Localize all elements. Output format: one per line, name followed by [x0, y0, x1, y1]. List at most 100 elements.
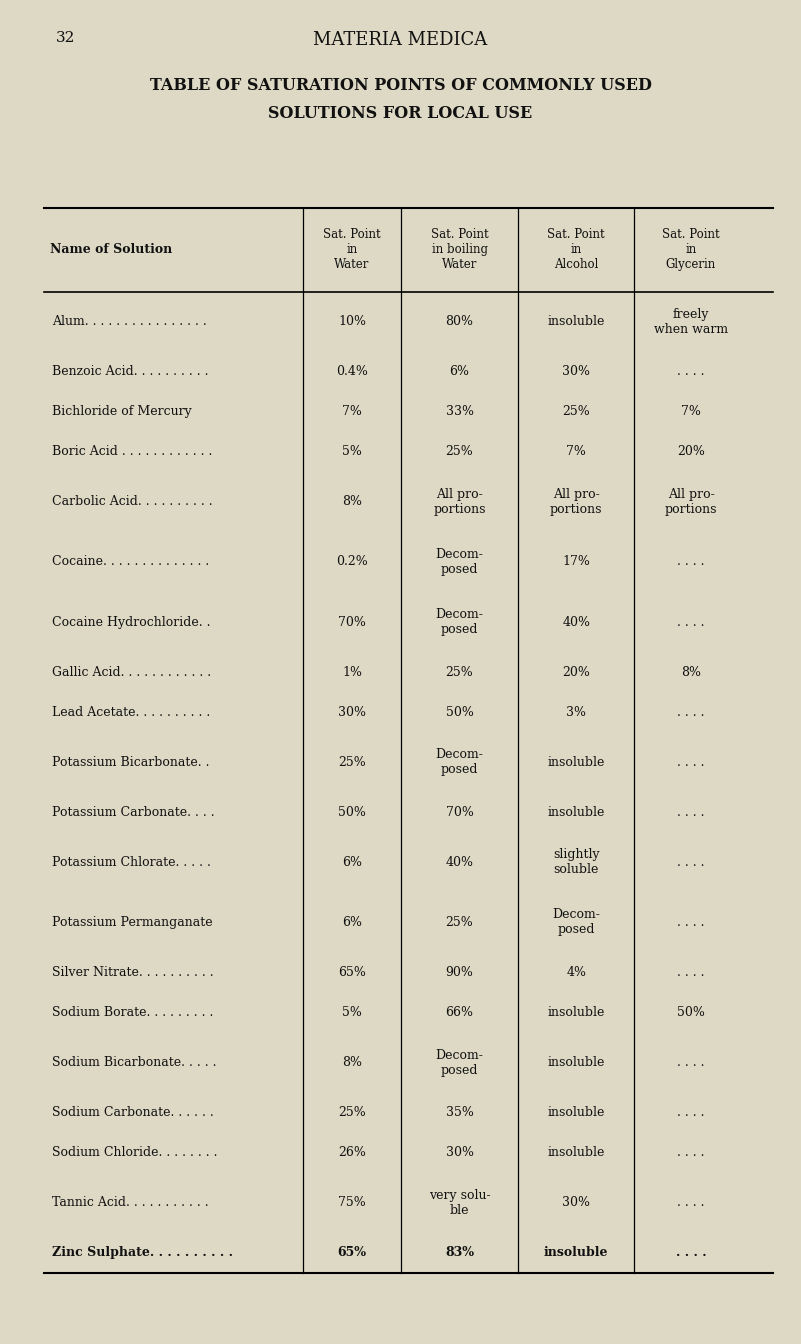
Text: Zinc Sulphate. . . . . . . . . .: Zinc Sulphate. . . . . . . . . . — [52, 1246, 233, 1259]
Text: Carbolic Acid. . . . . . . . . .: Carbolic Acid. . . . . . . . . . — [52, 496, 213, 508]
Text: 7%: 7% — [566, 445, 586, 458]
Text: . . . .: . . . . — [677, 555, 705, 569]
Text: 10%: 10% — [338, 316, 366, 328]
Text: 20%: 20% — [562, 665, 590, 679]
Text: 32: 32 — [56, 31, 75, 44]
Text: TABLE OF SATURATION POINTS OF COMMONLY USED: TABLE OF SATURATION POINTS OF COMMONLY U… — [150, 77, 651, 94]
Text: 50%: 50% — [338, 806, 366, 818]
Text: 7%: 7% — [342, 406, 362, 418]
Text: 6%: 6% — [342, 915, 362, 929]
Text: 90%: 90% — [445, 966, 473, 978]
Text: Potassium Chlorate. . . . .: Potassium Chlorate. . . . . — [52, 856, 211, 868]
Text: . . . .: . . . . — [677, 966, 705, 978]
Text: 70%: 70% — [445, 806, 473, 818]
Text: 30%: 30% — [562, 1196, 590, 1210]
Text: 30%: 30% — [562, 366, 590, 378]
Text: Boric Acid . . . . . . . . . . . .: Boric Acid . . . . . . . . . . . . — [52, 445, 212, 458]
Text: insoluble: insoluble — [547, 1146, 605, 1159]
Text: freely
when warm: freely when warm — [654, 308, 728, 336]
Text: . . . .: . . . . — [677, 706, 705, 719]
Text: 7%: 7% — [681, 406, 701, 418]
Text: 3%: 3% — [566, 706, 586, 719]
Text: 0.4%: 0.4% — [336, 366, 368, 378]
Text: insoluble: insoluble — [544, 1246, 609, 1259]
Text: insoluble: insoluble — [547, 806, 605, 818]
Text: Cocaine. . . . . . . . . . . . . .: Cocaine. . . . . . . . . . . . . . — [52, 555, 209, 569]
Text: . . . .: . . . . — [677, 856, 705, 868]
Text: Sodium Carbonate. . . . . .: Sodium Carbonate. . . . . . — [52, 1106, 214, 1120]
Text: 30%: 30% — [338, 706, 366, 719]
Text: Silver Nitrate. . . . . . . . . .: Silver Nitrate. . . . . . . . . . — [52, 966, 214, 978]
Text: MATERIA MEDICA: MATERIA MEDICA — [313, 31, 488, 48]
Text: Lead Acetate. . . . . . . . . .: Lead Acetate. . . . . . . . . . — [52, 706, 211, 719]
Text: Decom-
posed: Decom- posed — [436, 548, 484, 577]
Text: 75%: 75% — [338, 1196, 366, 1210]
Text: insoluble: insoluble — [547, 1106, 605, 1120]
Text: Sodium Bicarbonate. . . . .: Sodium Bicarbonate. . . . . — [52, 1056, 216, 1068]
Text: Sodium Borate. . . . . . . . .: Sodium Borate. . . . . . . . . — [52, 1005, 213, 1019]
Text: . . . .: . . . . — [677, 1146, 705, 1159]
Text: 25%: 25% — [445, 445, 473, 458]
Text: . . . .: . . . . — [677, 915, 705, 929]
Text: 65%: 65% — [337, 1246, 367, 1259]
Text: 6%: 6% — [449, 366, 469, 378]
Text: Sat. Point
in boiling
Water: Sat. Point in boiling Water — [431, 228, 489, 271]
Text: 25%: 25% — [445, 915, 473, 929]
Text: Sat. Point
in
Glycerin: Sat. Point in Glycerin — [662, 228, 720, 271]
Text: 6%: 6% — [342, 856, 362, 868]
Text: insoluble: insoluble — [547, 755, 605, 769]
Text: . . . .: . . . . — [677, 755, 705, 769]
Text: Name of Solution: Name of Solution — [50, 243, 173, 257]
Text: Decom-
posed: Decom- posed — [436, 1048, 484, 1077]
Text: 25%: 25% — [338, 1106, 366, 1120]
Text: 33%: 33% — [445, 406, 473, 418]
Text: 65%: 65% — [338, 966, 366, 978]
Text: Gallic Acid. . . . . . . . . . . .: Gallic Acid. . . . . . . . . . . . — [52, 665, 211, 679]
Text: . . . .: . . . . — [677, 1196, 705, 1210]
Text: . . . .: . . . . — [677, 806, 705, 818]
Text: insoluble: insoluble — [547, 1005, 605, 1019]
Text: 8%: 8% — [342, 1056, 362, 1068]
Text: 8%: 8% — [681, 665, 701, 679]
Text: . . . .: . . . . — [677, 1106, 705, 1120]
Text: Alum. . . . . . . . . . . . . . . .: Alum. . . . . . . . . . . . . . . . — [52, 316, 207, 328]
Text: SOLUTIONS FOR LOCAL USE: SOLUTIONS FOR LOCAL USE — [268, 105, 533, 122]
Text: 17%: 17% — [562, 555, 590, 569]
Text: . . . .: . . . . — [677, 616, 705, 629]
Text: slightly
soluble: slightly soluble — [553, 848, 599, 876]
Text: Cocaine Hydrochloride. .: Cocaine Hydrochloride. . — [52, 616, 211, 629]
Text: All pro-
portions: All pro- portions — [665, 488, 717, 516]
Text: Potassium Carbonate. . . .: Potassium Carbonate. . . . — [52, 806, 215, 818]
Text: 30%: 30% — [445, 1146, 473, 1159]
Text: 40%: 40% — [445, 856, 473, 868]
Text: insoluble: insoluble — [547, 316, 605, 328]
Text: 83%: 83% — [445, 1246, 474, 1259]
Text: . . . .: . . . . — [677, 1056, 705, 1068]
Text: Decom-
posed: Decom- posed — [436, 749, 484, 777]
Text: insoluble: insoluble — [547, 1056, 605, 1068]
Text: Benzoic Acid. . . . . . . . . .: Benzoic Acid. . . . . . . . . . — [52, 366, 208, 378]
Text: Potassium Bicarbonate. .: Potassium Bicarbonate. . — [52, 755, 210, 769]
Text: 5%: 5% — [342, 445, 362, 458]
Text: 50%: 50% — [677, 1005, 705, 1019]
Text: All pro-
portions: All pro- portions — [433, 488, 485, 516]
Text: 4%: 4% — [566, 966, 586, 978]
Text: Potassium Permanganate: Potassium Permanganate — [52, 915, 213, 929]
Text: All pro-
portions: All pro- portions — [550, 488, 602, 516]
Text: 35%: 35% — [445, 1106, 473, 1120]
Text: Decom-
posed: Decom- posed — [552, 909, 600, 937]
Text: Bichloride of Mercury: Bichloride of Mercury — [52, 406, 191, 418]
Text: 8%: 8% — [342, 496, 362, 508]
Text: Sodium Chloride. . . . . . . .: Sodium Chloride. . . . . . . . — [52, 1146, 218, 1159]
Text: Tannic Acid. . . . . . . . . . .: Tannic Acid. . . . . . . . . . . — [52, 1196, 209, 1210]
Text: Sat. Point
in
Alcohol: Sat. Point in Alcohol — [547, 228, 605, 271]
Text: 50%: 50% — [445, 706, 473, 719]
Text: 40%: 40% — [562, 616, 590, 629]
Text: . . . .: . . . . — [676, 1246, 706, 1259]
Text: 5%: 5% — [342, 1005, 362, 1019]
Text: very solu-
ble: very solu- ble — [429, 1188, 490, 1216]
Text: 20%: 20% — [677, 445, 705, 458]
Text: 25%: 25% — [445, 665, 473, 679]
Text: Decom-
posed: Decom- posed — [436, 607, 484, 636]
Text: 25%: 25% — [338, 755, 366, 769]
